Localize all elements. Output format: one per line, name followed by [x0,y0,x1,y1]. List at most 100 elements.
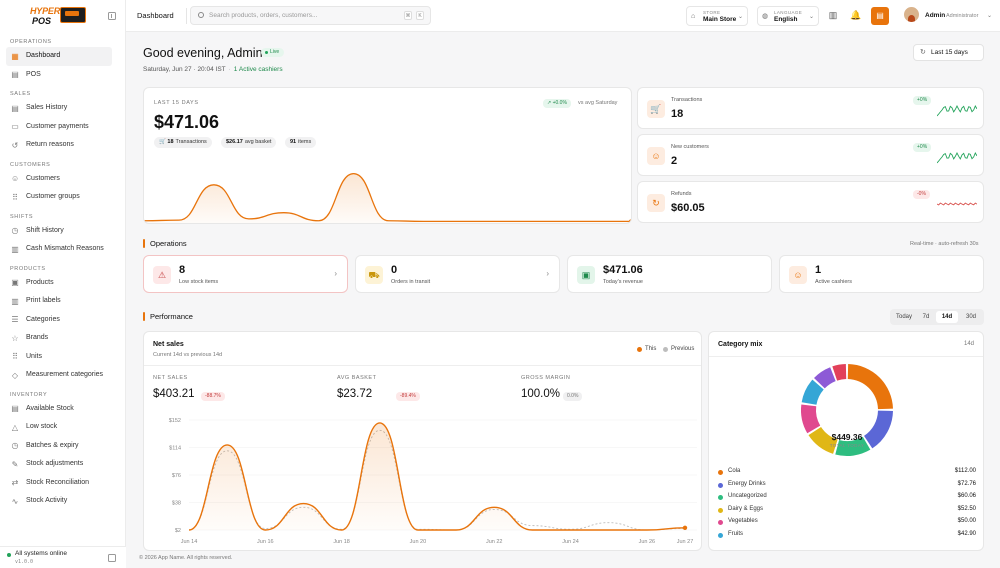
period-7d[interactable]: 7d [922,314,930,320]
sidebar-item-batches-expiry[interactable]: ◷ Batches & expiry [6,437,112,456]
orders-icon[interactable]: ▤ [871,7,889,25]
category-mix-period: 14d [963,341,974,347]
sidebar-item-customer-payments[interactable]: ▭ Customer payments [6,118,112,137]
kpi-card[interactable]: ↻ Refunds $60.05 -0% [637,181,984,223]
nav-section-title: SALES [10,91,31,97]
refund-icon: ↻ [647,194,665,212]
kpi-card[interactable]: 🛒 Transactions 18 +0% [637,87,984,129]
collapse-sidebar-icon[interactable] [108,12,116,20]
donut-slice[interactable] [832,364,847,381]
donut-slice[interactable] [801,379,824,405]
sidebar-item-pos[interactable]: ▤ POS [6,66,112,85]
sidebar-item-low-stock[interactable]: △ Low stock [6,418,112,437]
donut-slice[interactable] [808,426,838,454]
nav-section-title: PRODUCTS [10,265,46,272]
sidebar-item-dashboard[interactable]: ▦ Dashboard [6,47,112,66]
category-name: Vegetables [728,518,758,525]
sidebar-item-stock-reconciliation[interactable]: ⇄ Stock Reconciliation [6,474,112,493]
shortcut-cmd-key: ⌘ [404,11,412,20]
donut-total: $449.36 [831,432,863,442]
sidebar-item-customers[interactable]: ☺ Customers [6,170,112,189]
user-name[interactable]: Admin [925,12,946,19]
series-this-area [189,422,685,530]
sidebar-item-return-reasons[interactable]: ↺ Return reasons [6,136,112,155]
chip-label: Transactions [175,139,207,145]
reports-icon[interactable]: ▥ [828,10,838,20]
sidebar-item-label: Return reasons [26,141,74,148]
sidebar-item-measurement-categories[interactable]: ◇ Measurement categories [6,366,112,385]
revenue-card: LAST 15 DAYS $471.06 🛒 18 Transactions $2… [143,87,632,224]
shortcut-k-key: K [416,11,424,20]
sidebar-item-label: Products [26,278,54,286]
donut-slice[interactable] [835,436,871,456]
search-input[interactable]: Search products, orders, customers... ⌘ … [190,6,431,25]
hero-label: LAST 15 DAYS [154,100,199,106]
user-role: Administrator [946,12,979,19]
kpi-sparkline [937,202,977,206]
bell-icon[interactable]: 🔔 [850,10,862,20]
activity-icon: ∿ [11,496,19,506]
chip-value: $26.17 [226,139,243,145]
x-tick-label: Jun 24 [562,539,579,545]
donut-slice[interactable] [800,404,821,434]
period-30d[interactable]: 30d [965,314,976,320]
period-today[interactable]: Today [895,314,912,320]
sidebar-item-stock-adjustments[interactable]: ✎ Stock adjustments [6,455,112,474]
sidebar-item-label: Dashboard [26,52,61,59]
category-name: Cola [728,468,741,474]
kpi-delta: +0% [913,143,932,152]
category-row: Fruits $42.90 [718,530,976,543]
sidebar-item-label: Customers [26,174,60,182]
legend-previous[interactable]: Previous [671,346,695,352]
donut-slice[interactable] [864,410,893,449]
footer-copyright: © 2026 App Name. All rights reserved. [139,555,233,561]
sidebar-toggle-icon[interactable] [108,554,116,562]
operation-card[interactable]: ☺ 1 Active cashiers [779,255,984,293]
legend-this[interactable]: This [645,346,657,352]
sidebar-item-available-stock[interactable]: ▤ Available Stock [6,400,112,419]
sidebar-item-shift-history[interactable]: ◷ Shift History [6,222,112,241]
category-swatch [718,533,723,538]
sidebar-item-print-labels[interactable]: ▥ Print labels [6,292,112,311]
active-cashiers-link[interactable]: 1 Active cashiers [233,66,283,73]
sidebar-item-brands[interactable]: ☆ Brands [6,329,112,348]
nav-section-title: CUSTOMERS [10,161,51,168]
divider [186,8,187,24]
sidebar-item-products[interactable]: ▣ Products [6,274,112,293]
kpi-card[interactable]: ☺ New customers 2 +0% [637,134,984,176]
donut-slice[interactable] [847,364,893,410]
donut-slice[interactable] [813,367,836,389]
chart-icon: ▥ [11,244,19,254]
sidebar-item-sales-history[interactable]: ▤ Sales History [6,99,112,118]
operation-label: Today's revenue [603,279,643,285]
operation-card[interactable]: ▣ $471.06 Today's revenue [567,255,772,293]
topbar: Dashboard Search products, orders, custo… [126,0,1000,32]
sidebar-item-customer-groups[interactable]: ⠿ Customer groups [6,188,112,207]
sidebar-item-units[interactable]: ⠿ Units [6,348,112,367]
kpi-sparkline [937,151,977,164]
operation-card[interactable]: ⛟ 0 Orders in transit › [355,255,560,293]
avatar[interactable] [904,7,919,22]
language-selector[interactable]: ◍ LANGUAGE English ⌄ [757,6,819,26]
category-row: Energy Drinks $72.76 [718,480,976,493]
category-row: Cola $112.00 [718,467,976,480]
app-logo[interactable]: HYPER POS [30,5,88,27]
store-selector[interactable]: ⌂ STORE Main Store ⌄ [686,6,748,26]
kpi-delta: +0% [913,96,932,105]
sidebar-item-stock-activity[interactable]: ∿ Stock Activity [6,492,112,511]
period-14d[interactable]: 14d [936,311,958,323]
net-sales-subtitle: Current 14d vs previous 14d [153,352,223,358]
date-range-button[interactable]: ↻ Last 15 days [913,44,984,61]
sidebar-item-cash-mismatch-reasons[interactable]: ▥ Cash Mismatch Reasons [6,240,112,259]
operation-label: Active cashiers [815,279,852,285]
chevron-down-icon[interactable]: ⌄ [987,13,993,19]
category-value: $60.06 [957,493,976,500]
transactions-chip: 🛒 18 Transactions [154,137,212,148]
group-icon: ⠿ [12,192,18,202]
category-swatch [718,470,723,475]
x-tick-label: Jun 14 [181,539,198,545]
operation-label: Low stock items [179,279,219,285]
operation-card[interactable]: ⚠ 8 Low stock items › [143,255,348,293]
refresh-icon: ↻ [920,49,926,56]
sidebar-item-categories[interactable]: ☰ Categories [6,311,112,330]
